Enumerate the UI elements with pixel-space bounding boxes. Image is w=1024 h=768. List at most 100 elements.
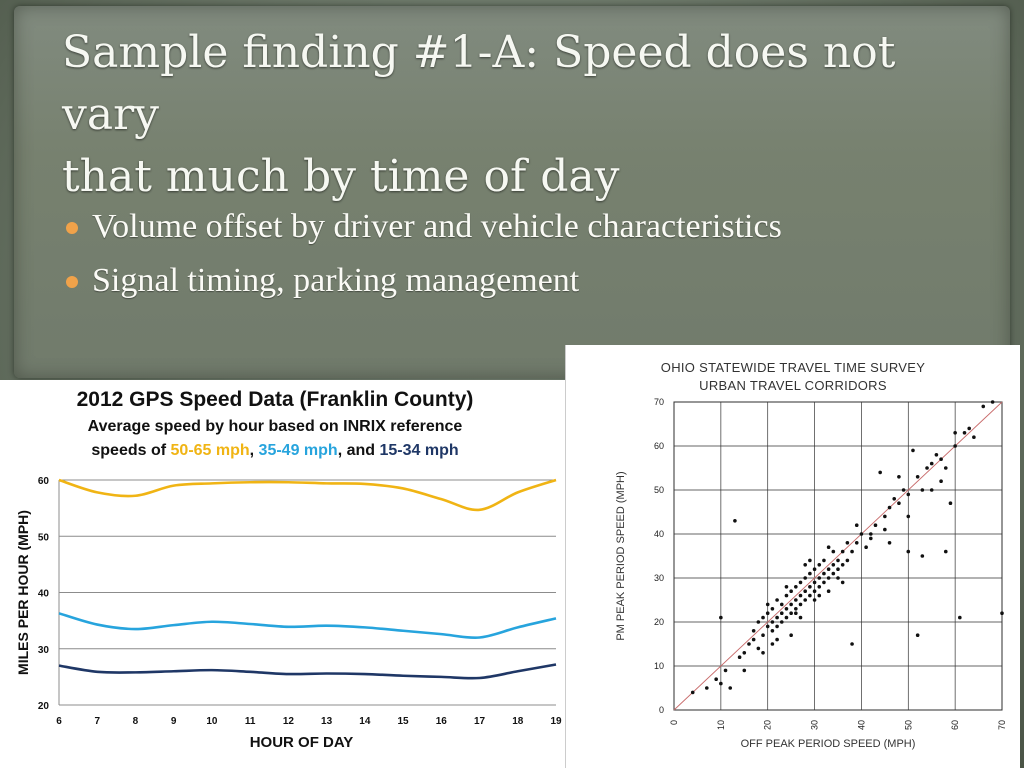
- data-point: [714, 677, 718, 681]
- data-point: [864, 545, 868, 549]
- data-point: [751, 629, 756, 633]
- speed-by-hour-plot: 20 30 40 50 60 6 7 8 9 10 11 12 13 14 15 16 17 18 19 HOUR O…: [15, 476, 562, 751]
- data-point: [770, 620, 775, 624]
- data-point: [883, 514, 887, 519]
- data-point: [803, 589, 807, 593]
- series-line-0: [58, 478, 557, 512]
- data-point: [826, 545, 831, 549]
- data-point: [705, 686, 709, 690]
- slide-title: Sample finding #1-A: Speed does not vary…: [62, 22, 1002, 208]
- data-point: [770, 629, 775, 633]
- data-point: [915, 633, 920, 637]
- x-tick-label: 11: [245, 716, 256, 727]
- data-point: [812, 598, 817, 602]
- range-mid-label: 35-49 mph: [258, 442, 338, 459]
- data-point: [981, 404, 986, 409]
- data-point: [826, 589, 831, 593]
- bullet-text: Volume offset by driver and vehicle char…: [92, 208, 782, 245]
- data-point: [906, 492, 911, 497]
- y-tick-label: 60: [654, 441, 664, 451]
- data-point: [723, 668, 728, 673]
- x-tick-label: 20: [763, 720, 773, 730]
- data-point: [779, 602, 784, 607]
- y-tick-label: 50: [38, 532, 50, 543]
- data-point: [962, 431, 967, 435]
- data-point: [789, 602, 793, 607]
- y-tick-label: 40: [38, 589, 50, 600]
- data-point: [784, 615, 789, 620]
- data-point: [972, 435, 976, 439]
- data-point: [765, 602, 770, 607]
- data-point: [822, 580, 826, 585]
- data-point: [897, 475, 901, 479]
- data-point: [836, 558, 840, 563]
- speed-by-hour-chart: 20 30 40 50 60 6 7 8 9 10 11 12 13 14 15 16 17 18 19 HOUR O…: [0, 380, 566, 768]
- data-point: [733, 519, 737, 523]
- x-tick-label: 12: [283, 716, 295, 727]
- right-chart-title-line-2: URBAN TRAVEL CORRIDORS: [699, 378, 887, 393]
- x-tick-label: 15: [398, 716, 410, 727]
- data-point: [822, 558, 826, 563]
- data-point: [817, 593, 822, 598]
- data-point: [943, 466, 948, 470]
- data-point: [794, 611, 798, 615]
- data-point: [770, 642, 775, 646]
- data-point: [854, 541, 859, 545]
- data-point: [869, 532, 873, 536]
- data-point: [948, 501, 953, 505]
- data-point: [850, 642, 854, 646]
- y-tick-label: 20: [38, 701, 50, 712]
- data-point: [812, 580, 817, 585]
- data-point: [742, 668, 747, 673]
- data-point: [831, 563, 836, 567]
- data-point: [826, 576, 831, 580]
- data-point: [840, 549, 845, 554]
- data-point: [906, 514, 911, 519]
- data-point: [929, 488, 934, 492]
- data-point: [779, 620, 784, 624]
- data-point: [920, 488, 925, 492]
- data-point: [845, 541, 850, 545]
- data-point: [953, 444, 957, 448]
- data-point: [761, 615, 765, 620]
- y-tick-label: 70: [654, 397, 664, 407]
- bullet-item: Volume offset by driver and vehicle char…: [62, 200, 782, 254]
- data-point: [761, 651, 765, 655]
- x-tick-label: 0: [669, 720, 679, 725]
- data-point: [794, 598, 798, 602]
- x-tick-label: 18: [512, 716, 524, 727]
- data-point: [915, 475, 920, 479]
- data-point: [887, 541, 892, 545]
- y-tick-label: 0: [659, 705, 664, 715]
- x-tick-label: 30: [810, 720, 820, 730]
- data-point: [728, 686, 733, 690]
- data-point: [906, 549, 911, 554]
- x-tick-label: 6: [56, 716, 62, 727]
- data-point: [859, 532, 864, 536]
- data-point: [831, 549, 836, 554]
- data-point: [887, 505, 892, 510]
- data-point: [798, 580, 803, 585]
- data-point: [798, 602, 803, 607]
- data-point: [770, 607, 775, 611]
- data-point: [812, 567, 817, 571]
- data-point: [765, 624, 770, 629]
- data-point: [897, 501, 901, 505]
- data-point: [775, 615, 779, 620]
- data-point: [812, 589, 817, 593]
- left-chart-subtitle: Average speed by hour based on INRIX ref…: [87, 418, 463, 435]
- data-point: [808, 585, 812, 589]
- data-point: [925, 466, 929, 470]
- data-point: [737, 655, 742, 659]
- range-high-label: 50-65 mph: [170, 442, 250, 459]
- x-tick-label: 7: [94, 716, 100, 727]
- data-point: [756, 646, 761, 651]
- data-point: [756, 620, 761, 624]
- data-point: [869, 536, 873, 541]
- data-point: [920, 554, 925, 558]
- data-point: [803, 576, 807, 580]
- data-point: [831, 571, 836, 576]
- data-point: [808, 558, 812, 563]
- data-point: [784, 585, 789, 589]
- travel-time-scatter-plot: 00 10 10 20 20 30 30 40 40 50 50 60 60 70 70 OFF PEAK P…: [615, 397, 1007, 750]
